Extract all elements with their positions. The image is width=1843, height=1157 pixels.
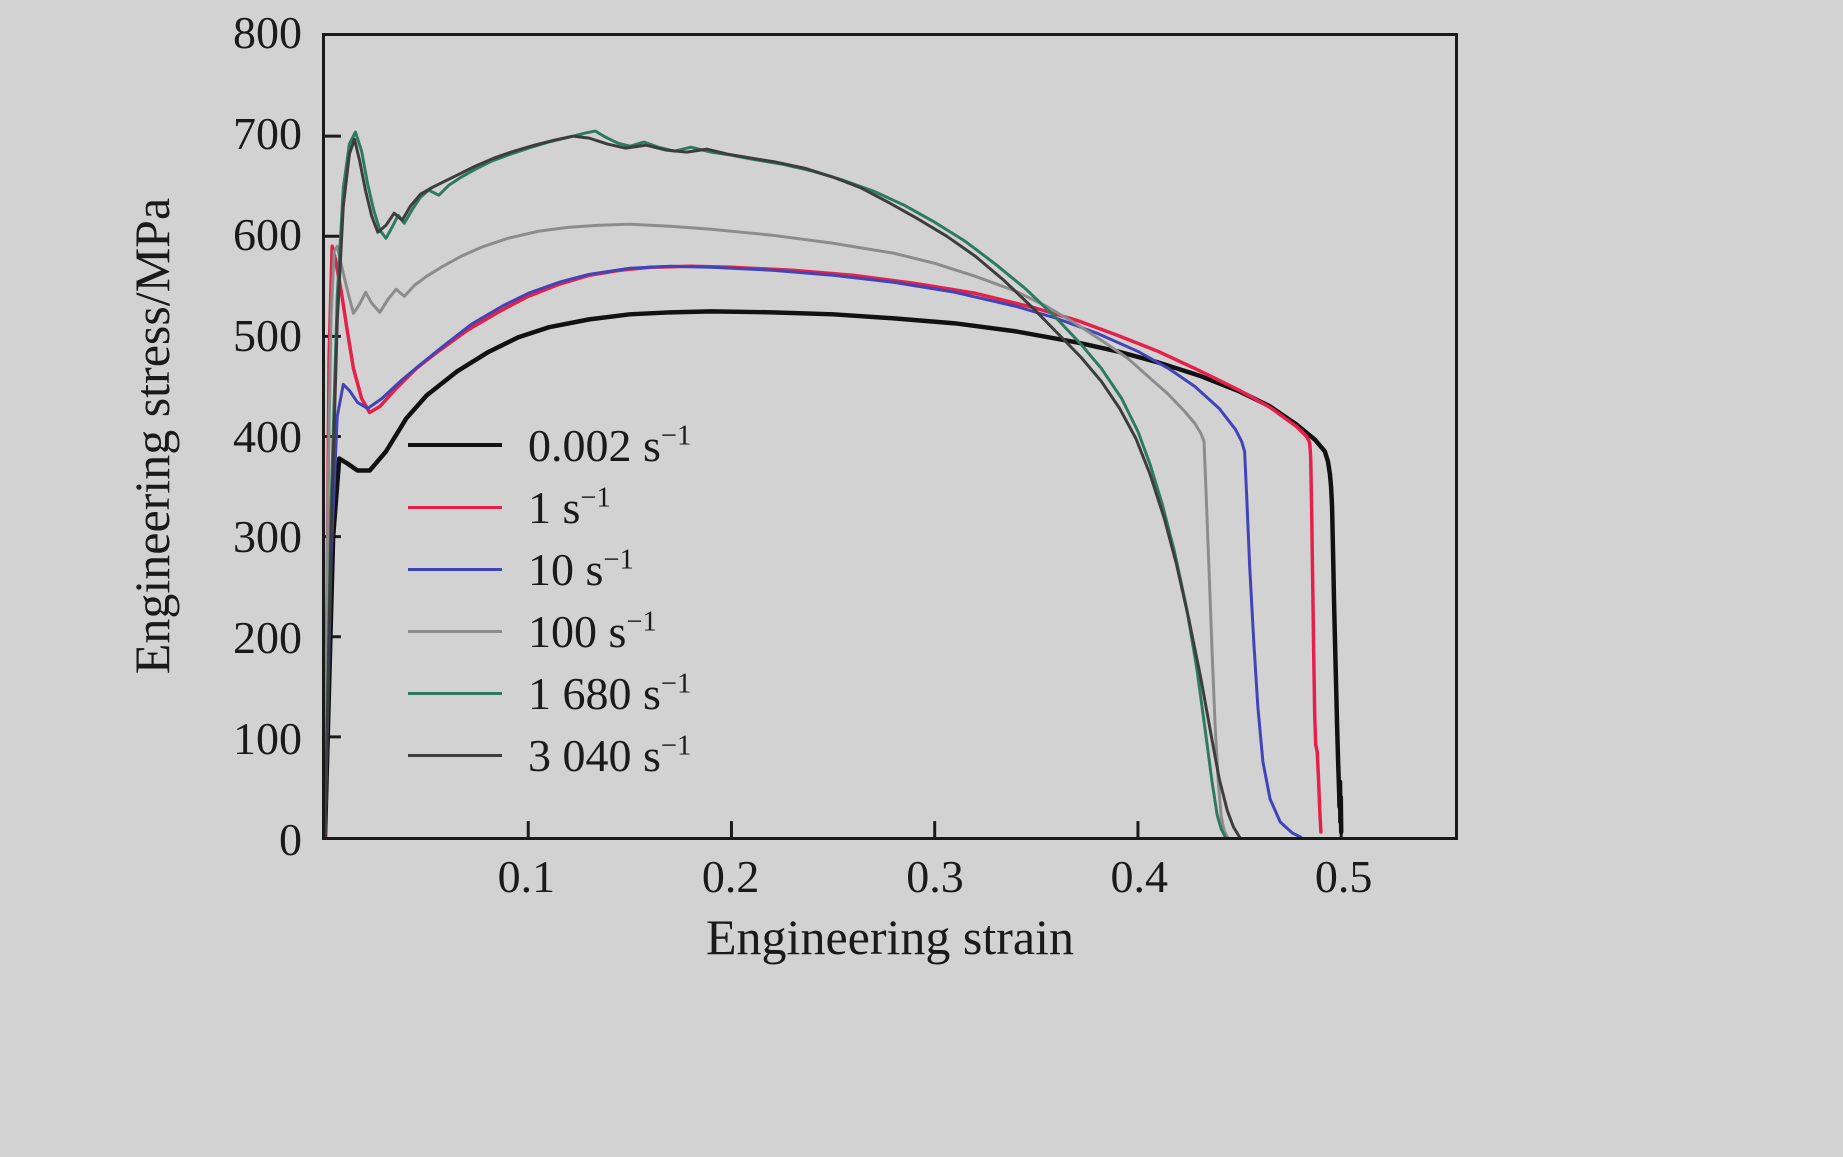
legend-item: 10 s−1 — [408, 538, 691, 600]
legend-line-swatch — [408, 505, 502, 509]
legend-label-exponent: −1 — [626, 606, 657, 638]
y-tick-label: 200 — [233, 612, 302, 664]
legend-label: 1 680 s−1 — [528, 667, 692, 719]
x-tick-label: 0.4 — [1110, 851, 1169, 902]
x-tick-label: 0.3 — [906, 851, 964, 902]
x-axis-title: Engineering strain — [706, 909, 1074, 965]
legend-label: 3 040 s−1 — [528, 729, 692, 781]
y-tick-label: 0 — [279, 814, 302, 865]
legend-label-exponent: −1 — [603, 544, 634, 576]
y-tick-label: 700 — [233, 107, 302, 159]
series-line-3 — [325, 222, 1229, 837]
legend-item: 1 680 s−1 — [408, 662, 691, 724]
y-tick-label: 800 — [233, 7, 302, 58]
legend-label-exponent: −1 — [660, 420, 692, 452]
chart-legend: 0.002 s−1 1 s−1 10 s−1 100 s−1 1 680 s−1 3 04… — [408, 414, 691, 786]
legend-item: 1 s−1 — [408, 476, 691, 538]
plot-canvas — [325, 129, 1344, 837]
legend-item: 0.002 s−1 — [408, 414, 691, 476]
series-line-2 — [325, 264, 1303, 837]
y-tick-label: 100 — [233, 713, 302, 765]
y-tick-label: 600 — [233, 208, 302, 260]
x-tick-label: 0.2 — [701, 851, 760, 902]
legend-line-swatch — [408, 629, 502, 633]
y-tick-label: 400 — [233, 410, 302, 462]
series-line-4 — [325, 129, 1227, 837]
legend-label-exponent: −1 — [660, 730, 692, 762]
series-line-1 — [325, 244, 1323, 837]
legend-line-swatch — [408, 691, 502, 695]
y-tick-label: 500 — [233, 309, 302, 361]
plot-area — [322, 33, 1458, 840]
legend-line-swatch — [408, 443, 502, 447]
legend-label: 100 s−1 — [528, 605, 657, 657]
legend-item: 100 s−1 — [408, 600, 691, 662]
x-tick-label: 0.1 — [497, 851, 556, 902]
series-line-5 — [325, 134, 1242, 837]
legend-label-exponent: −1 — [580, 482, 611, 514]
legend-line-swatch — [408, 753, 502, 757]
legend-label-exponent: −1 — [660, 668, 692, 700]
legend-line-swatch — [408, 567, 502, 571]
legend-label: 10 s−1 — [528, 543, 634, 595]
legend-item: 3 040 s−1 — [408, 724, 691, 786]
legend-label: 0.002 s−1 — [528, 419, 692, 471]
x-tick-label: 0.5 — [1314, 851, 1373, 902]
legend-label: 1 s−1 — [528, 481, 611, 533]
y-tick-label: 300 — [233, 511, 302, 563]
